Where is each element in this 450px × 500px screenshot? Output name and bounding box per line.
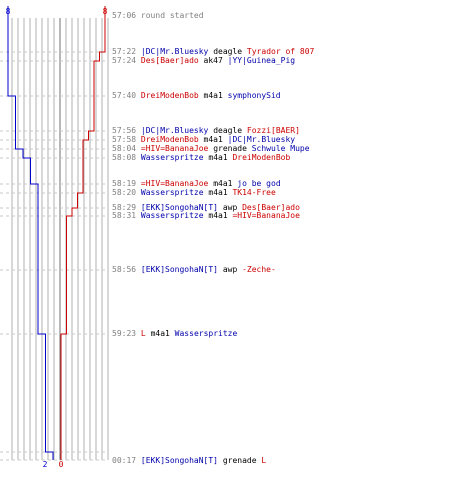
kill-event-row: 58:56 [EKK]SongohaN[T] awp -Zeche- xyxy=(112,265,276,275)
event-killer: DreiModenBob xyxy=(140,135,199,144)
event-time: 58:31 xyxy=(112,211,137,220)
blue-end-count-label: 2 xyxy=(43,460,48,469)
event-status: round started xyxy=(140,11,204,20)
event-victim: jo be god xyxy=(237,179,281,188)
kill-event-row: 58:08 Wasserspritze m4a1 DreiModenBob xyxy=(112,153,290,163)
event-victim: Schwule Mupe xyxy=(251,144,310,153)
kill-event-row: 58:29 [EKK]SongohaN[T] awp Des[Baer]ado xyxy=(112,203,300,213)
event-victim: Des[Baer]ado xyxy=(242,203,300,212)
event-victim: Tyrador of 807 xyxy=(246,47,315,56)
event-weapon: grenade xyxy=(222,456,257,465)
event-killer: Wasserspritze xyxy=(140,211,204,220)
event-weapon: deagle xyxy=(213,47,243,56)
kill-event-row: 58:20 Wasserspritze m4a1 TK14-Free xyxy=(112,188,276,198)
event-killer: Des[Baer]ado xyxy=(140,56,199,65)
event-time: 57:58 xyxy=(112,135,137,144)
red-start-count-label: 8 xyxy=(103,7,108,16)
kill-event-row: 00:17 [EKK]SongohaN[T] grenade L xyxy=(112,456,266,466)
blue-team-alive-line xyxy=(7,6,54,460)
event-victim: TK14-Free xyxy=(232,188,276,197)
event-killer: Wasserspritze xyxy=(140,188,204,197)
event-killer: [EKK]SongohaN[T] xyxy=(140,456,218,465)
event-victim: DreiModenBob xyxy=(232,153,291,162)
event-time: 58:19 xyxy=(112,179,137,188)
event-killer: =HIV=BananaJoe xyxy=(140,144,209,153)
event-weapon: awp xyxy=(222,265,238,274)
event-time: 00:17 xyxy=(112,456,137,465)
red-end-count-label: 0 xyxy=(59,460,64,469)
event-time: 58:04 xyxy=(112,144,137,153)
event-weapon: awp xyxy=(222,203,238,212)
event-killer: [EKK]SongohaN[T] xyxy=(140,265,218,274)
event-killer: |DC|Mr.Bluesky xyxy=(140,126,209,135)
event-victim: |DC|Mr.Bluesky xyxy=(227,135,296,144)
event-victim: symphonySid xyxy=(227,91,281,100)
event-victim: -Zeche- xyxy=(242,265,276,274)
event-weapon: m4a1 xyxy=(203,135,223,144)
event-killer: DreiModenBob xyxy=(140,91,199,100)
event-row-markers xyxy=(0,51,108,461)
event-time: 58:20 xyxy=(112,188,137,197)
kill-event-row: 58:19 =HIV=BananaJoe m4a1 jo be god xyxy=(112,179,281,189)
kill-event-row: 57:24 Des[Baer]ado ak47 |YY|Guinea_Pig xyxy=(112,56,295,66)
event-killer: L xyxy=(140,329,146,338)
event-row-round-start: 57:06 round started xyxy=(112,11,204,21)
event-killer: |DC|Mr.Bluesky xyxy=(140,47,209,56)
red-team-alive-line xyxy=(60,6,106,460)
event-weapon: m4a1 xyxy=(150,329,170,338)
event-time: 57:06 xyxy=(112,11,137,20)
kill-event-row: 57:58 DreiModenBob m4a1 |DC|Mr.Bluesky xyxy=(112,135,295,145)
event-victim: =HIV=BananaJoe xyxy=(232,211,300,220)
kill-event-row: 57:56 |DC|Mr.Bluesky deagle Fozzi[BAER] xyxy=(112,126,300,136)
event-time: 57:40 xyxy=(112,91,137,100)
event-time: 57:22 xyxy=(112,47,137,56)
event-weapon: m4a1 xyxy=(208,188,228,197)
event-weapon: m4a1 xyxy=(208,153,228,162)
event-weapon: grenade xyxy=(213,144,247,153)
event-victim: Fozzi[BAER] xyxy=(246,126,300,135)
event-time: 57:56 xyxy=(112,126,137,135)
blue-start-count-label: 8 xyxy=(6,7,11,16)
event-victim: |YY|Guinea_Pig xyxy=(227,56,296,65)
event-victim: L xyxy=(261,456,267,465)
kill-event-row: 59:23 L m4a1 Wasserspritze xyxy=(112,329,237,339)
event-time: 58:56 xyxy=(112,265,137,274)
grid-lines xyxy=(11,18,109,460)
event-killer: [EKK]SongohaN[T] xyxy=(140,203,218,212)
event-weapon: m4a1 xyxy=(203,91,223,100)
kill-event-row: 57:40 DreiModenBob m4a1 symphonySid xyxy=(112,91,281,101)
kill-event-row: 58:04 =HIV=BananaJoe grenade Schwule Mup… xyxy=(112,144,310,154)
kill-event-row: 57:22 |DC|Mr.Bluesky deagle Tyrador of 8… xyxy=(112,47,314,57)
event-time: 59:23 xyxy=(112,329,137,338)
event-time: 58:08 xyxy=(112,153,137,162)
event-weapon: ak47 xyxy=(203,56,223,65)
kill-event-row: 58:31 Wasserspritze m4a1 =HIV=BananaJoe xyxy=(112,211,300,221)
event-time: 58:29 xyxy=(112,203,137,212)
event-victim: Wasserspritze xyxy=(174,329,238,338)
event-time: 57:24 xyxy=(112,56,137,65)
event-weapon: m4a1 xyxy=(208,211,228,220)
event-weapon: deagle xyxy=(213,126,243,135)
event-weapon: m4a1 xyxy=(213,179,233,188)
event-killer: Wasserspritze xyxy=(140,153,204,162)
event-killer: =HIV=BananaJoe xyxy=(140,179,209,188)
